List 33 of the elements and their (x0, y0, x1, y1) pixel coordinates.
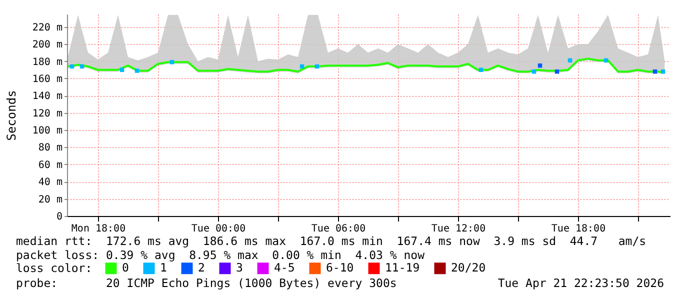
legend-label: 4-5 (274, 260, 295, 274)
y-tick-label: 100 m (32, 126, 62, 137)
y-tick-label: 0 (56, 212, 62, 222)
point (170, 60, 174, 64)
legend-label: 3 (236, 260, 243, 274)
legend-label: 20/20 (451, 260, 486, 274)
text: packet loss: 0.39 % avg 8.95 % max 0.00 % min 4.03 % now (16, 248, 424, 262)
y-tick-label: 60 m (38, 160, 62, 171)
y-axis-title: Seconds (4, 90, 18, 141)
x-tick-label: Mon 18:00 (71, 224, 126, 234)
legend-label: 0 (122, 260, 129, 274)
x-tick-label: Tue 06:00 (311, 224, 366, 234)
legend-label: 2 (198, 260, 205, 274)
text: median rtt: 172.6 ms avg 186.6 ms max 167.0 ms min 167.4 ms now 3.9 ms sd 44.7 am/s (16, 234, 646, 248)
y-tick-label: 40 m (38, 177, 62, 188)
text: Tue Apr 21 22:23:50 2026 (498, 276, 664, 290)
legend-label: 6-10 (326, 260, 354, 274)
y-tick-label: 140 m (32, 91, 62, 102)
x-tick-label: Tue 12:00 (431, 224, 486, 234)
y-tick-label: 160 m (32, 74, 62, 85)
y-tick-label: 220 m (32, 22, 62, 34)
y-tick-label: 80 m (38, 142, 62, 154)
legend-label: 11-19 (385, 260, 420, 274)
y-tick-label: 200 m (32, 40, 62, 51)
point (134, 68, 140, 73)
x-tick-label: Tue 00:00 (191, 224, 246, 234)
text: probe: 20 ICMP Echo Pings (1000 Bytes) every 300s (16, 276, 397, 290)
y-tick-label: 180 m (32, 56, 62, 68)
y-tick-label: 120 m (32, 108, 62, 120)
legend-label: 1 (160, 260, 167, 274)
legend-title: loss color: (16, 261, 92, 275)
y-tick-label: 20 m (38, 194, 62, 206)
x-tick-label: Tue 18:00 (551, 224, 606, 234)
